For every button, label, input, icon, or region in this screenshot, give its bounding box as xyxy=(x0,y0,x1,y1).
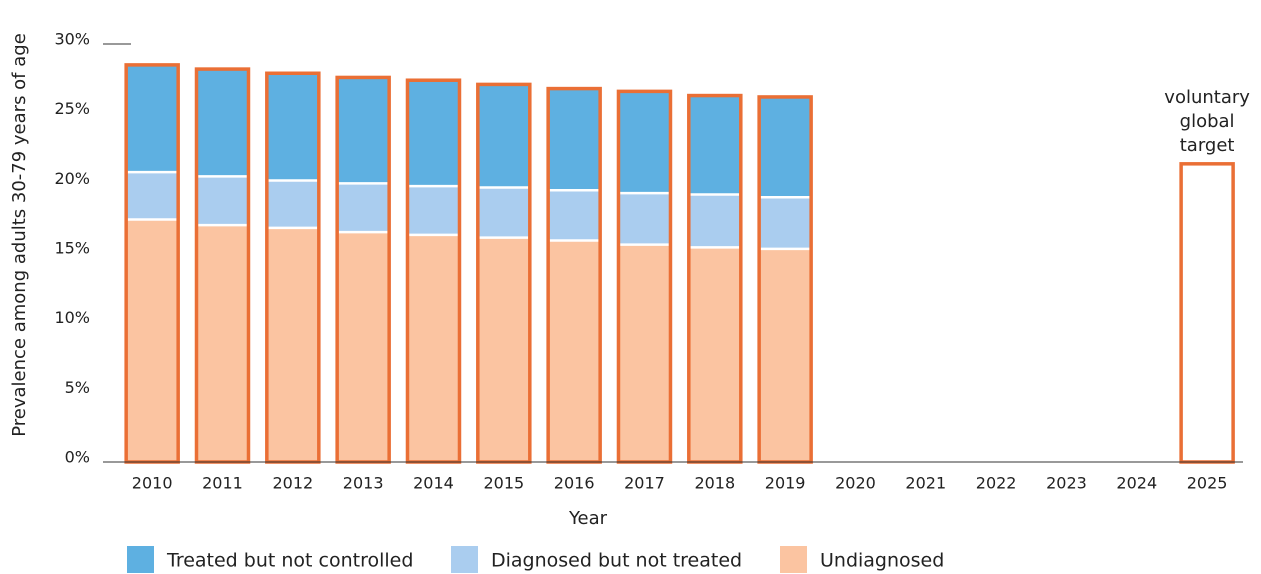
x-axis-title: Year xyxy=(568,508,608,529)
legend-label: Treated but not controlled xyxy=(166,550,413,572)
bar-segment xyxy=(126,219,179,462)
x-tick-label: 2015 xyxy=(483,474,524,493)
bar-segment xyxy=(337,232,390,462)
bar-segment xyxy=(196,176,249,226)
legend-swatch xyxy=(780,546,807,573)
target-bar xyxy=(1179,162,1235,464)
bar-segment xyxy=(548,190,601,241)
y-axis-title: Prevalence among adults 30-79 years of a… xyxy=(9,33,30,437)
bar-segment xyxy=(266,73,319,181)
bar-segment xyxy=(477,237,530,462)
bar-segment xyxy=(759,96,812,198)
bar-segment xyxy=(477,84,530,188)
bar-segment xyxy=(688,247,741,462)
bar-segment xyxy=(407,186,460,235)
x-tick-label: 2018 xyxy=(694,474,735,493)
y-tick-label: 25% xyxy=(54,99,90,118)
x-tick-label: 2016 xyxy=(554,474,595,493)
bar-segment xyxy=(266,227,319,462)
y-tick-label: 10% xyxy=(54,308,90,327)
legend-label: Diagnosed but not treated xyxy=(491,550,742,572)
x-tick-label: 2012 xyxy=(272,474,313,493)
x-tick-label: 2025 xyxy=(1187,474,1228,493)
bar-segment xyxy=(688,95,741,195)
x-tick-label: 2013 xyxy=(343,474,384,493)
y-tick-label: 30% xyxy=(54,30,90,49)
x-tick-label: 2014 xyxy=(413,474,454,493)
legend-swatch xyxy=(451,546,478,573)
x-tick-label: 2010 xyxy=(132,474,173,493)
bar-segment xyxy=(618,91,671,194)
y-tick-label: 5% xyxy=(65,378,90,397)
bar-segment xyxy=(196,69,249,177)
bar-segment xyxy=(548,88,601,191)
legend-label: Undiagnosed xyxy=(820,550,944,572)
legend-swatch xyxy=(127,546,154,573)
bar-segment xyxy=(477,187,530,238)
bar-segment xyxy=(759,248,812,462)
x-tick-label: 2020 xyxy=(835,474,876,493)
bar-segment xyxy=(688,194,741,248)
y-tick-label: 20% xyxy=(54,169,90,188)
target-annotation: voluntary xyxy=(1164,87,1250,108)
y-tick-label: 0% xyxy=(65,448,90,467)
x-tick-label: 2019 xyxy=(765,474,806,493)
y-tick-label: 15% xyxy=(54,239,90,258)
bar-segment xyxy=(407,80,460,187)
x-tick-label: 2017 xyxy=(624,474,665,493)
bar-segment xyxy=(759,197,812,249)
bar-segment xyxy=(548,240,601,462)
bar-segment xyxy=(618,193,671,245)
bar-segment xyxy=(407,234,460,462)
bar-segment xyxy=(337,183,390,233)
bar-segment xyxy=(196,225,249,462)
x-tick-label: 2023 xyxy=(1046,474,1087,493)
bar-segment xyxy=(266,180,319,228)
bar-segment xyxy=(126,172,179,220)
x-tick-label: 2022 xyxy=(976,474,1017,493)
bar-segment xyxy=(618,244,671,462)
bar-segment xyxy=(126,64,179,173)
target-annotation: global xyxy=(1180,111,1235,132)
x-tick-label: 2021 xyxy=(905,474,946,493)
target-annotation: target xyxy=(1180,135,1235,156)
bar-segment xyxy=(337,77,390,184)
x-tick-label: 2011 xyxy=(202,474,243,493)
x-tick-label: 2024 xyxy=(1116,474,1157,493)
